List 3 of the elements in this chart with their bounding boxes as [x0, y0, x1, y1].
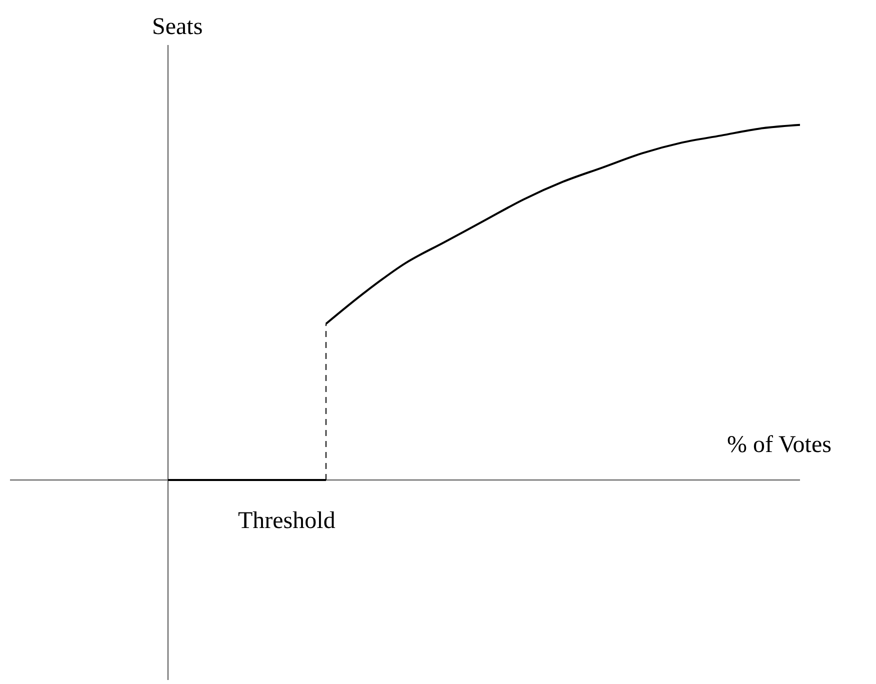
- text: Threshold: [238, 508, 336, 535]
- y-axis-title: Seats: [152, 14, 203, 41]
- x-axis-title: % of Votes: [727, 432, 832, 459]
